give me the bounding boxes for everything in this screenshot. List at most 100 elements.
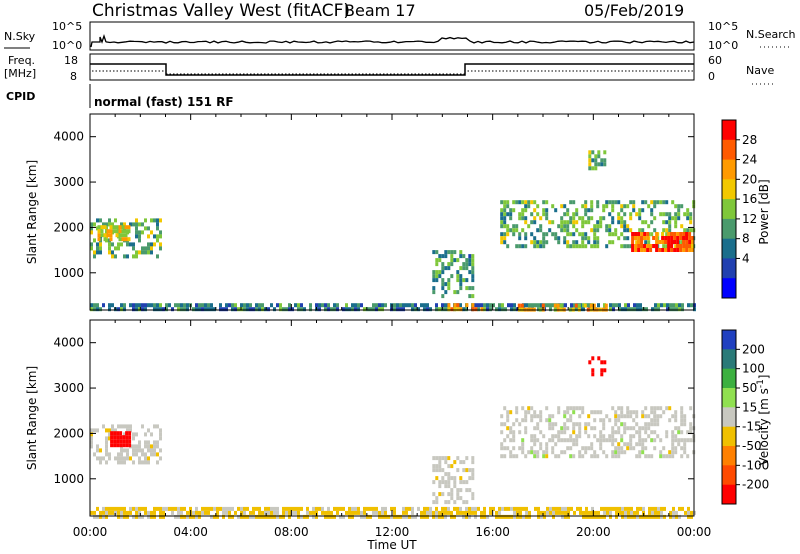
velocity-cell	[471, 506, 474, 511]
velocity-cell	[545, 454, 549, 459]
velocity-cell	[557, 410, 561, 415]
power-cell	[590, 216, 594, 221]
velocity-cell	[617, 426, 621, 431]
velocity-cell	[435, 496, 439, 501]
power-cell	[545, 240, 549, 245]
power-cell	[357, 307, 360, 312]
power-cell	[135, 250, 138, 255]
velocity-cell	[240, 514, 243, 519]
power-cell	[420, 303, 423, 308]
power-cell	[661, 240, 665, 244]
velocity-cell	[471, 496, 475, 501]
velocity-cell	[566, 426, 570, 431]
power-cell	[159, 307, 162, 312]
power-cell	[135, 254, 138, 259]
power-cell	[533, 240, 537, 245]
velocity-cell	[560, 430, 564, 435]
power-cell	[664, 240, 668, 244]
velocity-cell	[138, 448, 141, 453]
power-cell	[679, 248, 683, 252]
velocity-cell	[384, 510, 387, 515]
power-cell	[667, 240, 671, 244]
velocity-cell	[551, 434, 555, 439]
power-cell	[112, 229, 116, 234]
velocity-cell	[468, 514, 471, 519]
power-cell	[655, 232, 659, 236]
power-cell	[588, 166, 592, 171]
power-cell	[471, 278, 475, 283]
power-cell	[682, 240, 686, 244]
colorbar-swatch	[722, 484, 736, 505]
velocity-cell	[114, 506, 117, 511]
power-cell	[668, 220, 672, 225]
power-cell	[150, 303, 153, 308]
velocity-cell	[120, 424, 123, 429]
power-cell	[177, 303, 180, 308]
power-cell	[597, 303, 600, 308]
velocity-cell	[186, 510, 189, 515]
velocity-cell	[450, 464, 454, 469]
velocity-cell	[524, 418, 528, 423]
velocity-cell	[593, 450, 597, 455]
power-cell	[620, 224, 624, 229]
velocity-cell	[578, 422, 582, 427]
power-cell	[590, 244, 594, 249]
velocity-cell	[288, 514, 291, 519]
power-cell	[682, 236, 686, 240]
power-cell	[120, 307, 123, 312]
velocity-cell	[548, 438, 552, 443]
power-cell	[513, 303, 516, 308]
velocity-cell	[597, 356, 601, 361]
power-cell	[138, 234, 141, 239]
velocity-cell	[393, 514, 396, 519]
velocity-cell	[569, 418, 573, 423]
power-cell	[462, 262, 466, 267]
velocity-cell	[432, 456, 436, 461]
velocity-cell	[683, 438, 687, 443]
power-cell	[503, 224, 507, 229]
velocity-cell	[677, 442, 681, 447]
velocity-cell	[159, 510, 162, 515]
velocity-cell	[122, 435, 126, 440]
power-cell	[647, 240, 651, 245]
power-cell	[577, 303, 581, 308]
power-cell	[138, 307, 141, 312]
velocity-cell	[378, 514, 381, 519]
velocity-cell	[653, 438, 657, 443]
power-cell	[510, 303, 513, 308]
velocity-cell	[521, 418, 525, 423]
velocity-cell	[515, 410, 519, 415]
power-cell	[650, 200, 654, 205]
colorbar-swatch	[722, 179, 736, 200]
velocity-cell	[656, 414, 660, 419]
velocity-cell	[569, 438, 573, 443]
power-cell	[566, 244, 570, 249]
power-cell	[444, 303, 447, 308]
velocity-cell	[456, 488, 460, 493]
power-cell	[566, 232, 570, 237]
power-cell	[97, 229, 101, 234]
velocity-cell	[572, 430, 576, 435]
velocity-cell	[524, 426, 528, 431]
power-cell	[617, 236, 621, 241]
power-cell	[219, 307, 222, 312]
colorbar-tick-label: 50	[742, 381, 757, 395]
velocity-cell	[90, 436, 93, 441]
power-cell	[631, 240, 635, 244]
power-cell	[506, 228, 510, 233]
power-cell	[641, 208, 645, 213]
velocity-cell	[512, 446, 516, 451]
power-cell	[665, 220, 669, 225]
power-cell	[336, 303, 339, 308]
power-cell	[99, 250, 102, 255]
velocity-cell	[689, 438, 693, 443]
velocity-cell	[456, 510, 459, 515]
power-cell	[441, 254, 445, 259]
velocity-cell	[611, 442, 615, 447]
colorbar-swatch	[722, 426, 736, 447]
power-cell	[605, 200, 609, 205]
power-cell	[414, 307, 417, 312]
velocity-cell	[633, 514, 636, 519]
power-cell	[515, 228, 519, 233]
